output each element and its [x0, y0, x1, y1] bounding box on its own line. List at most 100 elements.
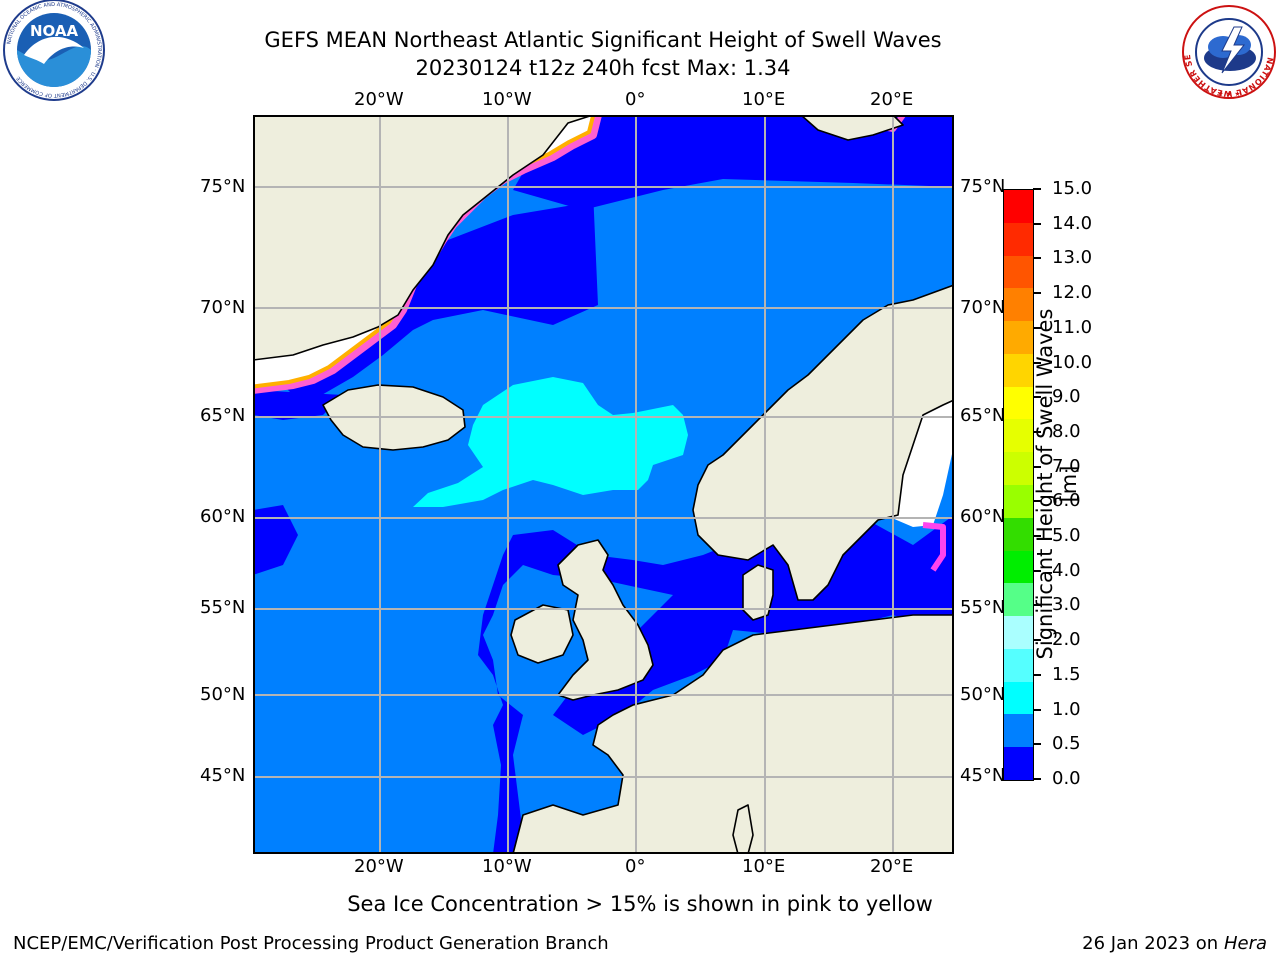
- colorbar-ticks: 15.0 14.0 13.0 12.0 11.0 10.0 9.0 8.0 7.0 6.0 5.0 4…: [1033, 179, 1103, 789]
- lat-label-left: 55°N: [200, 597, 246, 618]
- colorbar-tick-label: 7.0: [1052, 455, 1081, 477]
- colorbar-swatch: [1004, 747, 1033, 781]
- colorbar-tick-mark: [1033, 639, 1041, 642]
- colorbar-swatch: [1004, 386, 1033, 420]
- colorbar-tick-mark: [1033, 778, 1041, 780]
- svg-text:NOAA: NOAA: [30, 22, 79, 40]
- colorbar-swatch: [1004, 681, 1033, 715]
- wave-height-map: [253, 115, 954, 854]
- colorbar: [1003, 189, 1034, 781]
- colorbar-tick-mark: [1033, 430, 1041, 433]
- colorbar-tick-mark: [1033, 535, 1041, 538]
- colorbar-tick-label: 5.0: [1052, 525, 1081, 547]
- colorbar-swatch: [1004, 517, 1033, 552]
- lat-label-left: 65°N: [200, 405, 246, 426]
- footer-credit: NCEP/EMC/Verification Post Processing Pr…: [13, 933, 609, 954]
- colorbar-swatch: [1004, 550, 1033, 584]
- colorbar-tick-label: 15.0: [1052, 178, 1093, 199]
- colorbar-swatch: [1004, 288, 1033, 322]
- moderate-wave-zone: [413, 377, 688, 507]
- colorbar-tick-mark: [1033, 292, 1041, 295]
- colorbar-tick-mark: [1033, 257, 1041, 260]
- colorbar-tick-mark: [1033, 396, 1041, 399]
- lon-label-top: 10°W: [482, 89, 532, 110]
- lat-label-right: 55°N: [960, 597, 1006, 618]
- lat-label-left: 75°N: [200, 176, 246, 197]
- great-britain: [557, 539, 654, 701]
- lon-label-bottom: 20°W: [354, 856, 404, 877]
- colorbar-tick-mark: [1033, 743, 1041, 746]
- nws-logo: NATIONAL WEATHER SERVICE ★ ★ ★: [1178, 3, 1276, 99]
- colorbar-tick-label: 9.0: [1052, 386, 1081, 408]
- lat-label-right: 75°N: [960, 176, 1006, 197]
- map-frame: [253, 115, 954, 854]
- continental-europe: [512, 614, 954, 854]
- colorbar-tick-mark: [1033, 604, 1041, 607]
- colorbar-tick-label: 0.0: [1052, 768, 1081, 789]
- chart-subtitle: 20230124 t12z 240h fcst Max: 1.34: [415, 56, 791, 80]
- colorbar-tick-label: 12.0: [1052, 282, 1093, 304]
- chart-title: GEFS MEAN Northeast Atlantic Significant…: [264, 28, 942, 52]
- colorbar-tick-mark: [1033, 222, 1041, 225]
- colorbar-swatch: [1004, 616, 1033, 650]
- corsica-sardinia: [732, 804, 754, 854]
- colorbar-tick-mark: [1033, 708, 1041, 711]
- lat-label-right: 50°N: [960, 684, 1006, 705]
- colorbar-tick-mark: [1033, 361, 1041, 364]
- colorbar-tick-label: 8.0: [1052, 420, 1081, 442]
- lon-label-top: 20°E: [870, 89, 914, 110]
- lat-label-right: 60°N: [960, 506, 1006, 527]
- colorbar-tick-label: 1.0: [1052, 698, 1081, 720]
- colorbar-tick-label: 4.0: [1052, 559, 1081, 581]
- lat-label-right: 65°N: [960, 405, 1006, 426]
- colorbar-tick-mark: [1033, 326, 1041, 329]
- lat-label-right: 70°N: [960, 297, 1006, 318]
- colorbar-tick-label: 2.0: [1052, 629, 1081, 651]
- denmark: [742, 564, 774, 621]
- colorbar-tick-mark: [1033, 673, 1041, 676]
- noaa-logo: NOAA NATIONAL OCEANIC AND ATMOSPHERIC AD…: [3, 0, 105, 101]
- lat-label-left: 45°N: [200, 765, 246, 786]
- colorbar-tick-mark: [1033, 500, 1041, 503]
- lon-label-top: 20°W: [354, 89, 404, 110]
- colorbar-tick-mark: [1033, 465, 1041, 468]
- colorbar-tick-mark: [1033, 188, 1041, 190]
- colorbar-tick-mark: [1033, 569, 1041, 572]
- ireland: [510, 604, 574, 664]
- colorbar-tick-label: 11.0: [1052, 316, 1093, 338]
- colorbar-tick-label: 10.0: [1052, 351, 1093, 373]
- colorbar-swatch: [1004, 321, 1033, 355]
- svalbard: [800, 115, 904, 141]
- colorbar-swatch: [1004, 255, 1033, 289]
- colorbar-tick-label: 13.0: [1052, 247, 1093, 269]
- svg-text:★ ★ ★: ★ ★ ★: [1217, 90, 1240, 98]
- lon-label-bottom: 10°E: [742, 856, 786, 877]
- colorbar-tick-label: 0.5: [1052, 733, 1081, 755]
- colorbar-swatch: [1004, 190, 1033, 224]
- colorbar-tick-label: 14.0: [1052, 212, 1093, 234]
- colorbar-tick-label: 3.0: [1052, 594, 1081, 616]
- lon-label-bottom: 0°: [625, 856, 646, 877]
- lon-label-bottom: 20°E: [870, 856, 914, 877]
- lat-label-left: 70°N: [200, 297, 246, 318]
- colorbar-tick-label: 6.0: [1052, 490, 1081, 512]
- colorbar-swatch: [1004, 583, 1033, 617]
- colorbar-swatch: [1004, 714, 1033, 748]
- colorbar-swatch: [1004, 222, 1033, 257]
- scandinavia: [692, 284, 954, 601]
- colorbar-swatch: [1004, 485, 1033, 519]
- sea-ice-note: Sea Ice Concentration > 15% is shown in …: [347, 892, 933, 916]
- colorbar-label: Significant Height of Swell Waves [m]: [1033, 308, 1081, 660]
- footer-date: 26 Jan 2023 on Hera: [1082, 933, 1267, 954]
- graticule: [253, 115, 954, 854]
- lon-label-top: 10°E: [742, 89, 786, 110]
- colorbar-swatch: [1004, 452, 1033, 486]
- lat-label-left: 60°N: [200, 506, 246, 527]
- lat-label-right: 45°N: [960, 765, 1006, 786]
- lon-label-bottom: 10°W: [482, 856, 532, 877]
- colorbar-swatch: [1004, 353, 1033, 388]
- colorbar-swatch: [1004, 419, 1033, 453]
- colorbar-swatch: [1004, 648, 1033, 683]
- colorbar-tick-label: 1.5: [1052, 663, 1081, 685]
- lon-label-top: 0°: [625, 89, 646, 110]
